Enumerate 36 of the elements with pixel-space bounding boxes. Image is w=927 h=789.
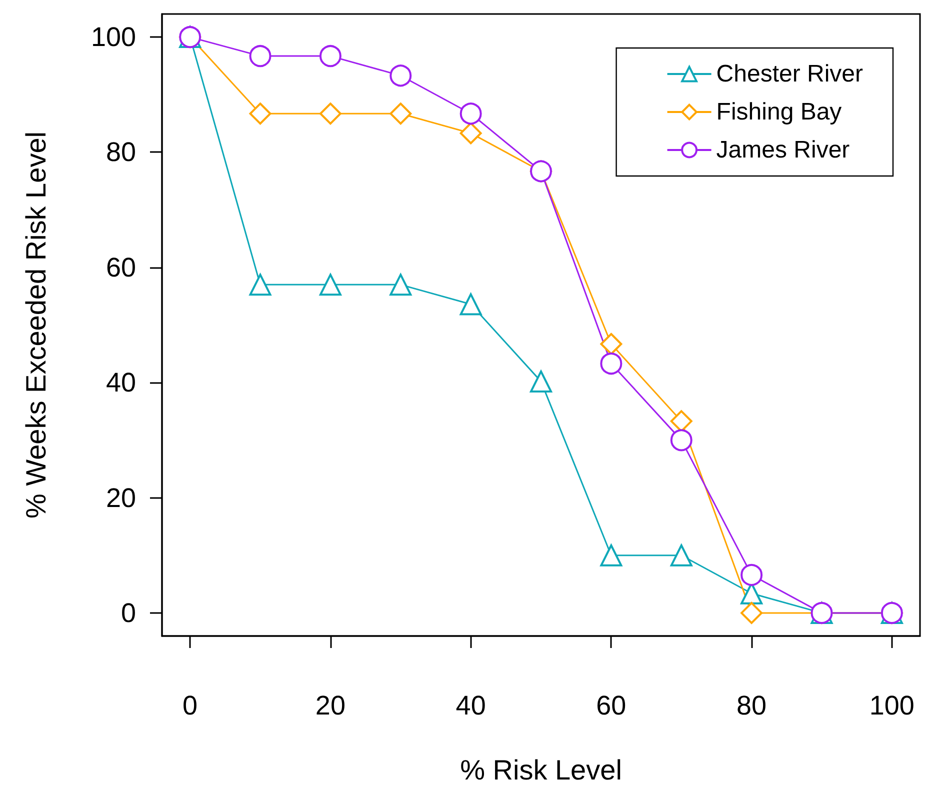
y-axis-title: % Weeks Exceeded Risk Level — [20, 132, 52, 518]
x-tick-label: 40 — [456, 690, 486, 720]
legend-label: Fishing Bay — [716, 98, 842, 126]
point — [390, 102, 412, 125]
point — [740, 602, 763, 624]
legend-label: James River — [716, 136, 850, 164]
point — [249, 274, 272, 296]
y-tick-label: 20 — [106, 482, 136, 513]
x-tick-label: 80 — [736, 690, 767, 720]
point — [319, 274, 342, 296]
point — [670, 544, 692, 566]
x-tick-label: 60 — [596, 690, 626, 720]
y-tick-label: 0 — [120, 598, 136, 628]
point — [319, 45, 342, 68]
y-tick-label: 60 — [106, 252, 136, 282]
y-tick-label: 40 — [106, 368, 136, 398]
point — [600, 352, 622, 375]
point — [319, 102, 342, 125]
x-axis-title: % Risk Level — [460, 754, 622, 786]
point — [460, 102, 482, 125]
y-tick-label: 80 — [106, 137, 136, 168]
point — [249, 45, 272, 68]
x-tick-label: 0 — [182, 690, 198, 720]
point — [390, 64, 412, 87]
x-tick-label: 100 — [869, 690, 914, 720]
point — [460, 293, 482, 316]
point — [249, 102, 272, 125]
x-tick-label: 20 — [315, 690, 346, 720]
point — [600, 544, 622, 566]
point — [390, 274, 412, 296]
point — [530, 370, 552, 392]
point — [740, 564, 763, 586]
legend-label: Chester River — [716, 60, 864, 88]
point — [670, 429, 692, 452]
point — [460, 122, 482, 144]
y-tick-label: 100 — [90, 22, 136, 52]
